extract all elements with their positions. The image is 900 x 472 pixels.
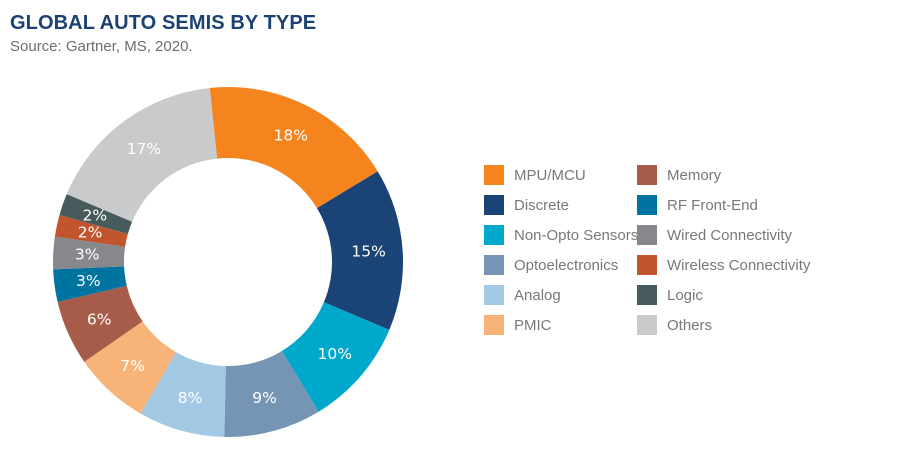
legend-item: Analog [484,285,638,305]
legend-swatch [637,195,657,215]
legend-item-label: MPU/MCU [514,166,586,184]
pie-slice [53,266,127,302]
legend-swatch [484,225,504,245]
legend-item-label: Logic [667,286,703,304]
legend-item-label: Memory [667,166,722,184]
legend-item: Memory [637,165,810,185]
pie-slice-label: 10% [317,345,351,363]
legend-swatch [637,255,657,275]
legend-swatch [484,255,504,275]
pie-slice-label: 9% [252,389,277,407]
donut-chart: 18% 15% 10% 9% 8% 7% 6% 3% 3% 2%2% 17% [52,87,404,437]
legend-column-1: MPU/MCU Discrete Non-Opto Sensors Optoel… [484,165,638,345]
legend-swatch [637,285,657,305]
pie-slice-label: 18% [273,127,307,145]
legend-item-label: Analog [514,286,561,304]
legend-item-label: Others [667,316,713,334]
pie-slice [59,194,133,235]
legend-swatch [484,195,504,215]
pie-slice [84,321,176,414]
legend-item-label: Optoelectronics [514,256,619,274]
legend-swatch [484,315,504,335]
pie-slice [66,87,218,222]
pie-slice-label: 17% [127,140,161,158]
pie-slice [224,350,319,437]
legend-item: Optoelectronics [484,255,638,275]
legend-item: RF Front-End [637,195,810,215]
legend-item: Others [637,315,810,335]
legend-item-label: Non-Opto Sensors [514,226,639,244]
legend-item: Wired Connectivity [637,225,810,245]
legend-swatch [484,165,504,185]
pie-slice-label: 3% [76,272,101,290]
pie-slice-label: 2% [83,207,108,225]
legend-item-label: Discrete [514,196,570,214]
pie-slice [316,171,404,330]
pie-slice-label: 15% [351,243,385,261]
legend-column-2: Memory RF Front-End Wired Connectivity W… [637,165,810,345]
legend-item: Wireless Connectivity [637,255,810,275]
pie-slice [52,236,126,270]
pie-slice-label: 6% [87,310,112,328]
legend-swatch [637,225,657,245]
pie-slice-label: 3% [75,246,100,264]
pie-slice-label: 7% [120,357,145,375]
pie-slice [54,214,128,247]
pie-slice-label: 2% [78,224,103,242]
legend-item-label: PMIC [514,316,552,334]
legend-swatch [637,315,657,335]
pie-slice [281,302,390,412]
legend-item: MPU/MCU [484,165,638,185]
pie-slice-label: 8% [178,389,203,407]
legend-item-label: Wireless Connectivity [667,256,811,274]
pie-slice [209,87,378,209]
chart-header: GLOBAL AUTO SEMIS BY TYPE Source: Gartne… [10,12,316,55]
page-title: GLOBAL AUTO SEMIS BY TYPE [10,12,317,34]
legend-swatch [637,165,657,185]
legend-item: Non-Opto Sensors [484,225,638,245]
legend-item-label: Wired Connectivity [667,226,793,244]
legend-item: PMIC [484,315,638,335]
legend-item-label: RF Front-End [667,196,758,214]
source-note: Source: Gartner, MS, 2020. [10,38,193,55]
legend-swatch [484,285,504,305]
legend-item: Logic [637,285,810,305]
pie-slice [57,285,143,362]
legend-item: Discrete [484,195,638,215]
pie-slice [140,352,226,437]
